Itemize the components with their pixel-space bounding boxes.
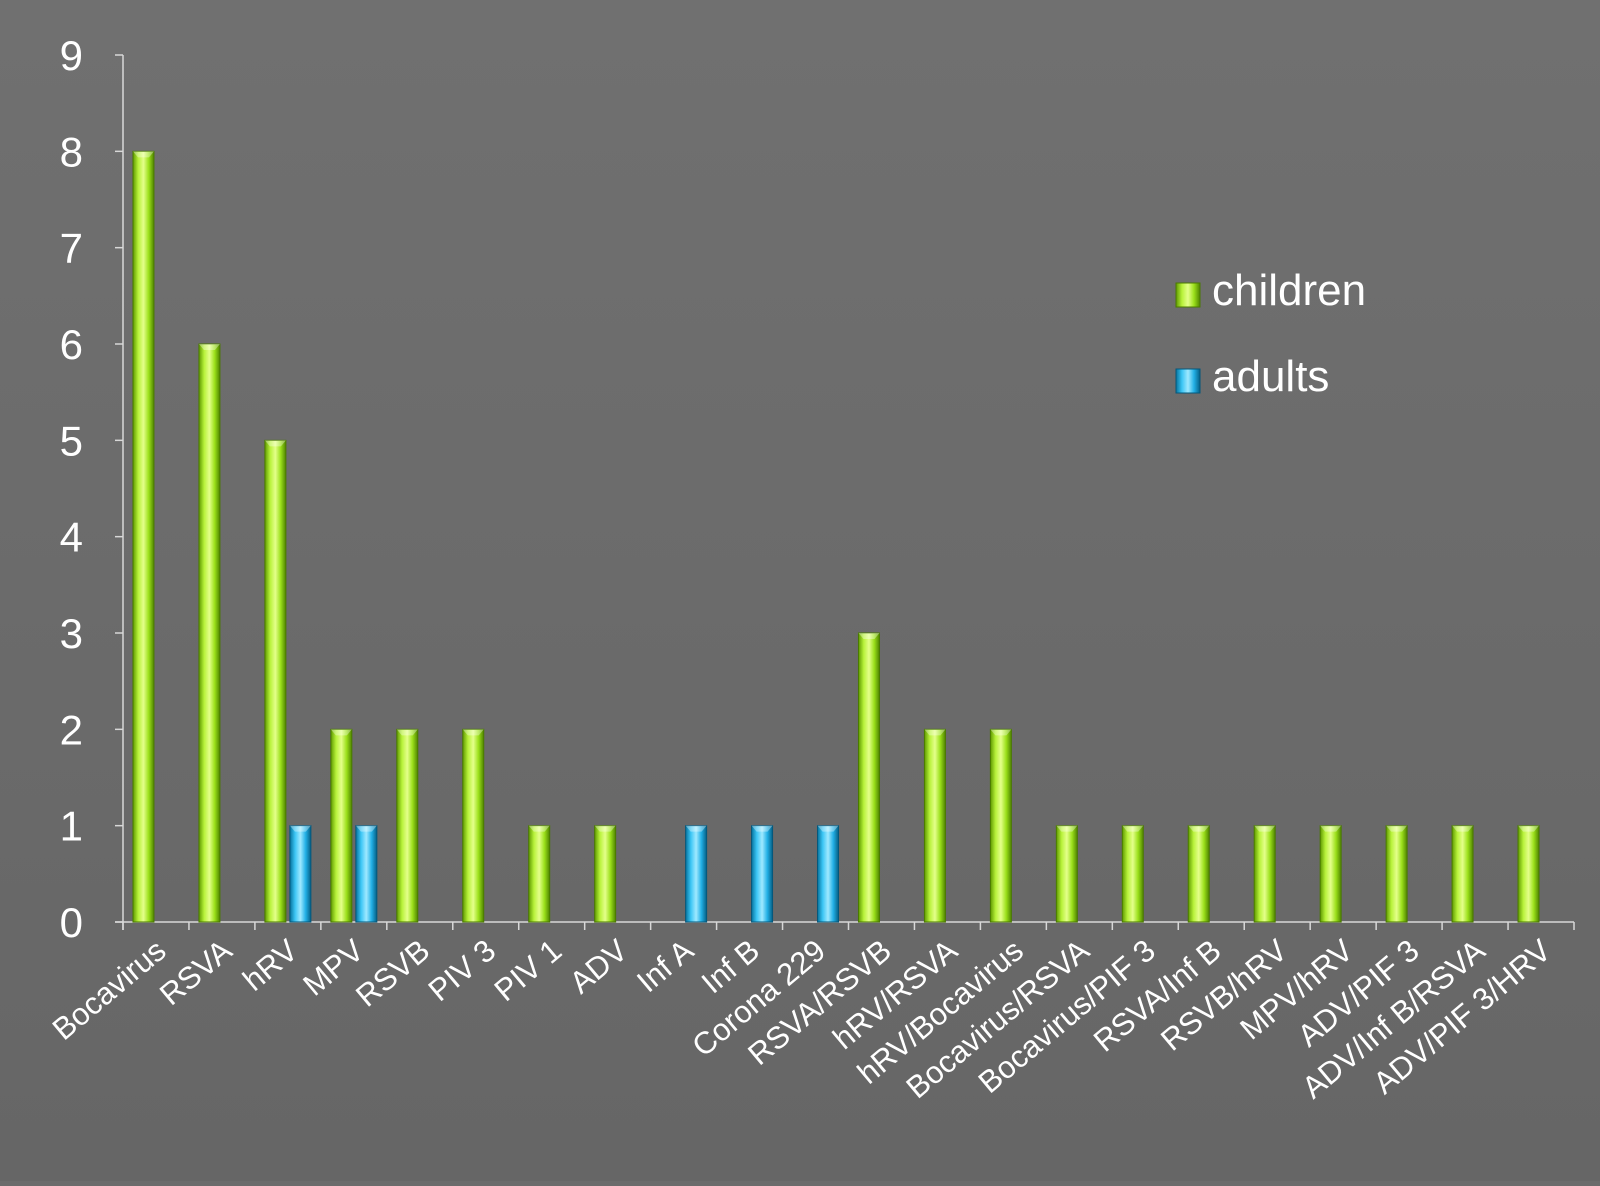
children-bar-body	[1451, 825, 1474, 923]
children-bar	[396, 728, 419, 923]
x-tick-label: PIV 3	[422, 933, 503, 1009]
children-bar-bevel	[1320, 825, 1342, 832]
children-bar-body	[594, 825, 617, 923]
children-bar	[594, 825, 617, 923]
adults-bar-bevel	[355, 825, 377, 832]
adults-bar-body	[289, 825, 312, 923]
children-bar-bevel	[396, 729, 418, 736]
x-tick-label: Bocavirus	[46, 933, 173, 1047]
children-bar-bevel	[1056, 825, 1078, 832]
children-bar-bevel	[132, 151, 154, 158]
children-legend-label: children	[1212, 266, 1366, 315]
adults-bar-body	[355, 825, 378, 923]
children-bar-body	[330, 728, 353, 923]
children-bar-bevel	[1122, 825, 1144, 832]
children-bar	[1451, 825, 1474, 923]
children-bar	[1517, 825, 1540, 923]
children-bar-body	[396, 728, 419, 923]
adults-bar-body	[685, 825, 708, 923]
y-tick-label: 1	[60, 803, 83, 850]
adults-bar	[289, 825, 312, 923]
children-bar-body	[923, 728, 946, 923]
children-bar-bevel	[1452, 825, 1474, 832]
adults-bar	[751, 825, 774, 923]
children-bar-bevel	[264, 440, 286, 447]
y-tick-label: 4	[60, 514, 83, 561]
children-bar-body	[989, 728, 1012, 923]
children-bar-bevel	[858, 633, 880, 639]
x-tick-label: PIV 1	[488, 933, 569, 1009]
children-bar-bevel	[1386, 825, 1408, 832]
y-tick-label: 2	[60, 706, 83, 753]
children-bar-bevel	[330, 729, 352, 736]
adults-bar	[355, 825, 378, 923]
children-bar-body	[198, 343, 221, 923]
children-bar-bevel	[1518, 825, 1540, 832]
y-tick-label: 5	[60, 417, 83, 464]
children-bar-bevel	[528, 825, 550, 832]
y-tick-label: 7	[60, 225, 83, 272]
children-legend-swatch	[1175, 282, 1201, 308]
children-bar	[1187, 825, 1210, 923]
adults-bar-bevel	[751, 825, 773, 832]
children-bar-bevel	[990, 729, 1012, 736]
adults-bar-bevel	[685, 825, 707, 832]
y-tick-label: 9	[60, 32, 83, 79]
children-bar-body	[857, 632, 880, 923]
adults-bar	[817, 825, 840, 923]
children-bar	[132, 150, 155, 923]
children-bar	[1253, 825, 1276, 923]
adults-legend-label: adults	[1212, 352, 1329, 401]
x-tick-label: Inf A	[630, 932, 700, 999]
y-tick-label: 3	[60, 610, 83, 657]
adults-bar-bevel	[817, 825, 839, 832]
children-bar	[857, 632, 880, 923]
children-bar-bevel	[1188, 825, 1210, 832]
children-bar-bevel	[198, 344, 220, 350]
children-bar-body	[132, 150, 155, 923]
children-bar	[264, 439, 287, 923]
x-tick-label: ADV	[563, 932, 635, 1000]
y-tick-label: 0	[60, 899, 83, 946]
x-tick-label: hRV	[236, 932, 305, 997]
children-bar-bevel	[924, 729, 946, 736]
adults-bar-bevel	[289, 825, 311, 832]
children-bar-body	[1055, 825, 1078, 923]
children-bar	[330, 728, 353, 923]
children-bar-bevel	[462, 729, 484, 736]
adults-bar	[685, 825, 708, 923]
y-tick-label: 6	[60, 321, 83, 368]
children-bar-body	[528, 825, 551, 923]
children-bar	[1055, 825, 1078, 923]
children-bar-bevel	[594, 825, 616, 832]
x-tick-label: RSVA	[153, 932, 239, 1012]
children-bar	[1319, 825, 1342, 923]
children-bar	[462, 728, 485, 923]
children-bar-body	[1385, 825, 1408, 923]
children-bar-body	[264, 439, 287, 923]
children-bar	[1385, 825, 1408, 923]
adults-legend-swatch	[1175, 368, 1201, 394]
children-bar-body	[1517, 825, 1540, 923]
children-bar-bevel	[1254, 825, 1276, 832]
children-bar	[989, 728, 1012, 923]
children-bar	[198, 343, 221, 923]
y-tick-label: 8	[60, 128, 83, 175]
adults-bar-body	[817, 825, 840, 923]
children-bar	[923, 728, 946, 923]
children-bar-body	[1253, 825, 1276, 923]
children-bar-body	[1187, 825, 1210, 923]
children-bar-body	[1121, 825, 1144, 923]
children-bar	[528, 825, 551, 923]
children-bar-body	[1319, 825, 1342, 923]
x-tick-label: RSVB	[349, 933, 436, 1014]
adults-bar-body	[751, 825, 774, 923]
children-bar	[1121, 825, 1144, 923]
children-bar-body	[462, 728, 485, 923]
